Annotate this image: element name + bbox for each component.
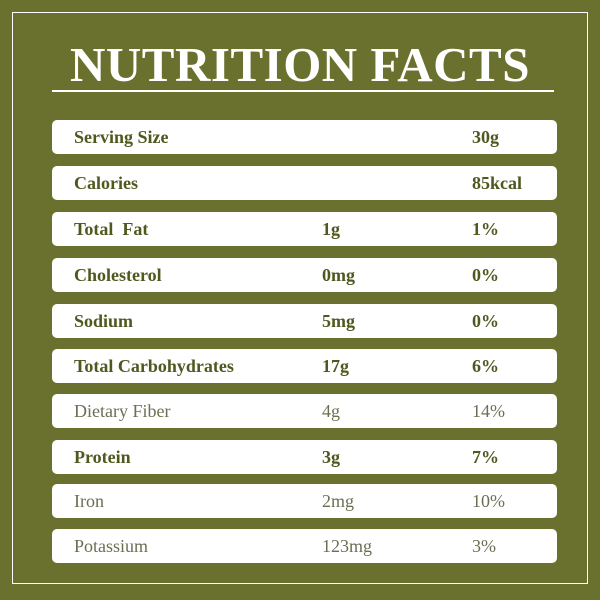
nutrient-value: 14% (472, 401, 505, 421)
nutrient-value: 30g (472, 127, 499, 147)
nutrient-value: 1% (472, 219, 499, 239)
nutrient-row: Calories 85kcal (52, 166, 557, 200)
nutrient-value: 85kcal (472, 173, 523, 193)
nutrient-name: Protein (74, 447, 131, 467)
nutrient-name: Total Fat (74, 219, 149, 239)
nutrient-name: Calories (74, 173, 138, 193)
nutrient-row: Serving Size 30g (52, 120, 557, 154)
nutrient-amount: 3g (322, 447, 340, 467)
nutrient-value: 0% (472, 311, 499, 331)
nutrient-amount: 123mg (322, 536, 373, 556)
nutrient-row: Protein 3g 7% (52, 440, 557, 474)
nutrient-value: 0% (472, 265, 499, 285)
nutrient-row: Cholesterol 0mg 0% (52, 258, 557, 292)
nutrient-name: Sodium (74, 311, 134, 331)
nutrient-row: Potassium 123mg 3% (52, 529, 557, 563)
nutrient-amount: 5mg (322, 311, 355, 331)
nutrient-name: Iron (74, 491, 104, 511)
nutrient-row: Iron 2mg 10% (52, 484, 557, 518)
nutrient-name: Total Carbohydrates (74, 356, 234, 376)
panel-border (12, 12, 588, 584)
nutrient-row: Total Fat 1g 1% (52, 212, 557, 246)
nutrient-row: Sodium 5mg 0% (52, 304, 557, 338)
nutrient-name: Dietary Fiber (74, 401, 171, 421)
nutrient-amount: 17g (322, 356, 349, 376)
nutrient-value: 3% (472, 536, 496, 556)
nutrient-amount: 4g (322, 401, 340, 421)
nutrient-amount: 2mg (322, 491, 355, 511)
nutrient-value: 10% (472, 491, 505, 511)
nutrient-row: Total Carbohydrates 17g 6% (52, 349, 557, 383)
nutrient-amount: 1g (322, 219, 340, 239)
title-divider (52, 90, 554, 92)
nutrient-amount: 0mg (322, 265, 355, 285)
nutrient-row: Dietary Fiber 4g 14% (52, 394, 557, 428)
panel-title: NUTRITION FACTS (70, 37, 530, 92)
nutrient-value: 7% (472, 447, 499, 467)
nutrient-name: Potassium (74, 536, 149, 556)
nutrient-name: Serving Size (74, 127, 169, 147)
nutrient-value: 6% (472, 356, 499, 376)
nutrient-name: Cholesterol (74, 265, 162, 285)
